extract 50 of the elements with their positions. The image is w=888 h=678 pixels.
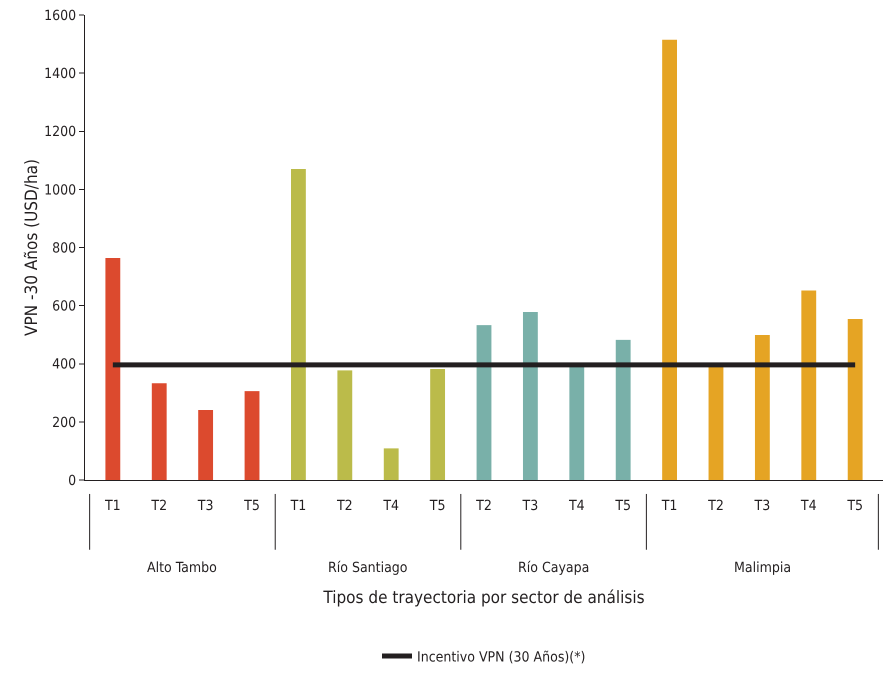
y-tick-label: 1600 [44, 8, 76, 24]
bar [430, 368, 446, 480]
text: Río Santiago [328, 560, 408, 576]
bar [708, 366, 724, 480]
y-tick-label: 600 [52, 298, 76, 315]
x-axis-title: Tipos de trayectoria por sector de análisis [322, 588, 645, 608]
legend-label: Incentivo VPN (30 Años)(*) [417, 649, 586, 666]
x-tick-label: T2 [475, 498, 492, 514]
y-tick-label: 400 [52, 356, 76, 373]
bar [244, 391, 260, 480]
bar [616, 340, 631, 480]
x-tick-label: T2 [150, 498, 168, 514]
x-tick-label: T1 [104, 498, 121, 514]
x-tick-label: T5 [428, 498, 446, 514]
bar [848, 318, 863, 480]
x-tick-label: T5 [614, 498, 632, 514]
y-tick-label: 1000 [44, 182, 76, 198]
bar [337, 370, 352, 480]
text: Alto Tambo [147, 560, 218, 576]
x-tick-label: T3 [196, 498, 214, 514]
y-tick-label: 1400 [44, 66, 76, 82]
y-tick-label: 1200 [44, 124, 76, 140]
bar [522, 312, 538, 480]
x-tick-label: T5 [243, 498, 260, 514]
text: Malimpia [734, 560, 792, 576]
text: Río Cayapa [518, 560, 590, 576]
bar [801, 290, 816, 480]
y-tick-label: 200 [52, 414, 76, 431]
bar [569, 366, 584, 480]
x-tick-label: T1 [660, 498, 678, 514]
x-tick-label: T4 [568, 498, 585, 514]
bar [754, 334, 770, 480]
y-axis-title: VPN -30 Años (USD/ha) [22, 159, 42, 336]
bar [105, 258, 120, 480]
bar [384, 448, 399, 480]
x-tick-label: T4 [800, 498, 817, 514]
x-tick-label: T2 [707, 498, 724, 514]
y-tick-label: 800 [52, 240, 76, 256]
x-tick-label: T3 [522, 498, 538, 514]
x-tick-label: T4 [382, 498, 400, 514]
bar [476, 325, 492, 480]
bar [152, 383, 167, 480]
bar [291, 169, 306, 480]
y-tick-label: 0 [68, 472, 76, 489]
x-tick-label: T3 [754, 498, 770, 514]
x-tick-label: T5 [846, 498, 864, 514]
x-tick-label: T2 [336, 498, 353, 514]
bar [198, 410, 214, 480]
bar [662, 40, 677, 480]
x-tick-label: T1 [290, 498, 306, 514]
